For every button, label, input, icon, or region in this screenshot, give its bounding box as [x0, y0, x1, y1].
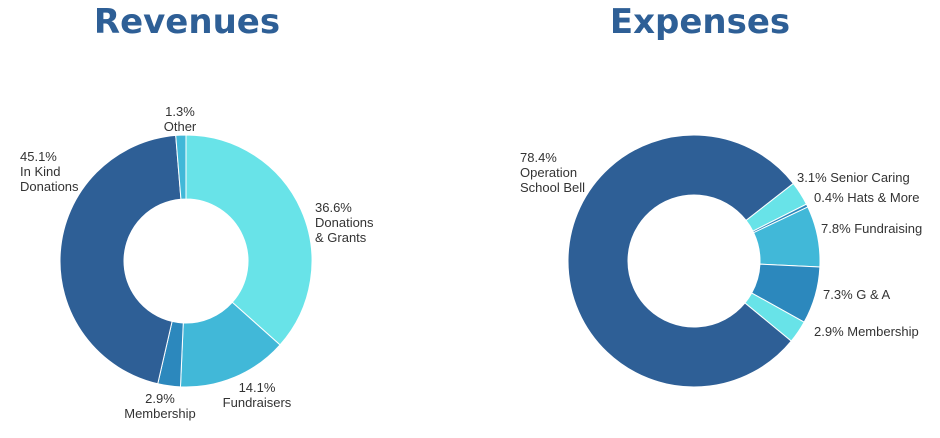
- revenues-slice-label-3-line-0: 45.1%: [20, 149, 57, 164]
- expenses-slice-label-1-line-0: 0.4% Hats & More: [814, 190, 920, 205]
- revenues-slice-label-3: 45.1% In Kind Donations: [20, 149, 79, 194]
- expenses-slice-label-0-line-0: 3.1% Senior Caring: [797, 170, 910, 185]
- expenses-slice-label-0: 3.1% Senior Caring: [797, 170, 910, 185]
- revenues-slice-label-2: 2.9% Membership: [124, 391, 196, 421]
- revenues-slice-label-4-line-0: 1.3%: [165, 104, 195, 119]
- expenses-slice-label-5: 78.4% Operation School Bell: [520, 150, 585, 195]
- expenses-slice-label-3-line-0: 7.3% G & A: [823, 287, 891, 302]
- revenues-slice-label-0-line-0: 36.6%: [315, 200, 352, 215]
- revenues-slice-4: [175, 134, 187, 200]
- revenues-slice-label-0-line-2: & Grants: [315, 230, 367, 245]
- expenses-slice-label-2-line-0: 7.8% Fundraising: [821, 221, 922, 236]
- expenses-donut-chart: 3.1% Senior Caring 0.4% Hats & More 7.8% F…: [520, 134, 922, 388]
- expenses-title: Expenses: [609, 2, 791, 42]
- revenues-slice-label-2-line-1: Membership: [124, 406, 196, 421]
- revenues-slice-label-1-line-1: Fundraisers: [223, 395, 292, 410]
- expenses-slice-label-5-line-0: 78.4%: [520, 150, 557, 165]
- revenues-slice-label-1: 14.1% Fundraisers: [223, 380, 292, 410]
- expenses-slice-label-5-line-2: School Bell: [520, 180, 585, 195]
- expenses-slice-label-1: 0.4% Hats & More: [814, 190, 920, 205]
- revenues-slice-label-4-line-1: Other: [164, 119, 197, 134]
- revenues-slice-label-2-line-0: 2.9%: [145, 391, 175, 406]
- revenues-slice-0: [185, 134, 313, 346]
- expenses-slice-5: [567, 134, 794, 388]
- expenses-slice-label-2: 7.8% Fundraising: [821, 221, 922, 236]
- revenues-slice-label-3-line-2: Donations: [20, 179, 79, 194]
- revenues-slice-label-4: 1.3% Other: [164, 104, 197, 134]
- expenses-slice-label-5-line-1: Operation: [520, 165, 577, 180]
- revenues-slice-3: [59, 134, 182, 385]
- expenses-slice-label-4-line-0: 2.9% Membership: [814, 324, 919, 339]
- expenses-slice-label-3: 7.3% G & A: [823, 287, 891, 302]
- revenues-slice-label-0-line-1: Donations: [315, 215, 374, 230]
- revenues-title: Revenues: [93, 2, 281, 42]
- revenues-slice-label-1-line-0: 14.1%: [239, 380, 276, 395]
- revenues-slice-label-0: 36.6% Donations & Grants: [315, 200, 374, 245]
- expenses-slice-label-4: 2.9% Membership: [814, 324, 919, 339]
- revenues-slice-label-3-line-1: In Kind: [20, 164, 60, 179]
